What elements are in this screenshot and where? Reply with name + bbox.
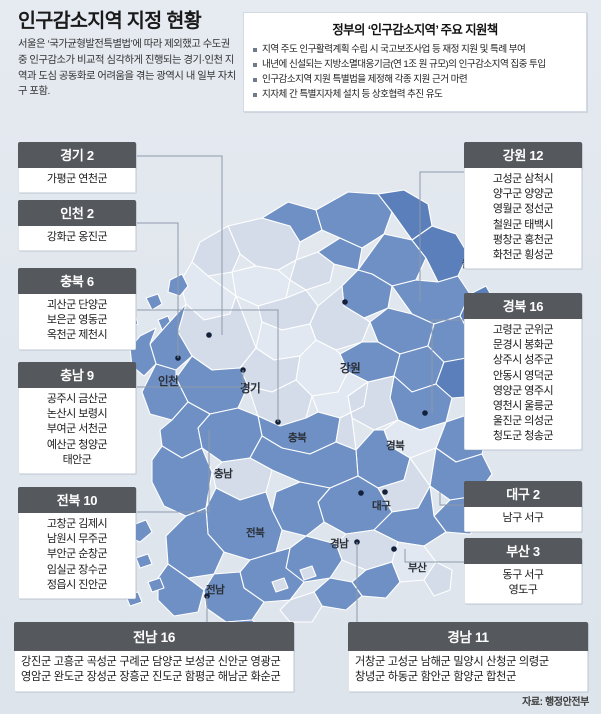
square-bullet-icon <box>253 63 257 68</box>
callout-row: 공주시 금산군 <box>46 393 108 405</box>
page-title: 인구감소지역 지정 현황 <box>18 10 202 32</box>
callout-title: 경기 2 <box>18 142 136 168</box>
callout-row: 임실군 장수군 <box>46 563 108 576</box>
policy-item-text: 인구감소지역 지원 특별법을 제정해 각종 지원 근거 마련 <box>262 74 468 86</box>
callout-jeonbuk[interactable]: 전북 10 고창군 김제시 남원시 무주군 부안군 순창군 임실군 장수군 정읍… <box>18 487 136 599</box>
callout-body: 공주시 금산군 논산시 보령시 부여군 서천군 예산군 청양군 태안군 <box>18 388 136 474</box>
callout-row: 양구군 양양군 <box>492 188 554 201</box>
callout-row: 영월군 정선군 <box>492 203 554 216</box>
policy-item-text: 지자체 간 특별지자체 설치 등 상호협력 추진 유도 <box>262 89 443 101</box>
map-label-gangwon: 강원 <box>340 363 361 375</box>
callout-body: 고성군 삼척시 양구군 양양군 영월군 정선군 철원군 태백시 평창군 홍천군 … <box>464 168 582 270</box>
callout-row: 부여군 서천군 <box>46 423 108 436</box>
callout-daegu[interactable]: 대구 2 남구 서구 <box>464 481 582 533</box>
callout-chungnam[interactable]: 충남 9 공주시 금산군 논산시 보령시 부여군 서천군 예산군 청양군 태안군 <box>18 362 136 474</box>
callout-title: 전남 16 <box>14 622 294 651</box>
policy-item-text: 내년에 신설되는 지방소멸대응기금(연 1조 원 규모)의 인구감소지역 집중 … <box>262 59 546 71</box>
callout-body: 동구 서구 영도구 <box>464 564 582 605</box>
map-label-gyeongbuk: 경북 <box>386 440 405 452</box>
policy-item: 인구감소지역 지원 특별법을 제정해 각종 지원 근거 마련 <box>253 73 577 87</box>
square-bullet-icon <box>253 78 257 83</box>
callout-row: 강화군 옹진군 <box>46 231 108 243</box>
callout-row: 논산시 보령시 <box>46 408 108 421</box>
callout-row: 고령군 군위군 <box>492 324 554 336</box>
callout-row: 예산군 청양군 <box>46 438 108 451</box>
callout-row: 청도군 청송군 <box>492 430 554 443</box>
callout-title: 대구 2 <box>464 481 582 507</box>
policy-box-title: 정부의 ‘인구감소지역’ 주요 지원책 <box>332 23 498 37</box>
callout-jeonnam[interactable]: 전남 16 강진군 고흥군 곡성군 구례군 담양군 보성군 신안군 영광군 영암… <box>14 622 294 692</box>
callout-row: 창녕군 하동군 함안군 함양군 합천군 <box>355 671 517 684</box>
title-block: 인구감소지역 지정 현황 서울은 ‘국가균형발전특별법’에 따라 제외했고 수도… <box>18 10 236 100</box>
map-label-jeonnam: 전남 <box>206 584 225 596</box>
callout-row: 태안군 <box>62 453 92 466</box>
callout-body: 고창군 김제시 남원시 무주군 부안군 순창군 임실군 장수군 정읍시 진안군 <box>18 513 136 599</box>
callout-body: 강진군 고흥군 곡성군 구례군 담양군 보성군 신안군 영광군 영암군 완도군 … <box>14 651 294 692</box>
callout-row: 정읍시 진안군 <box>46 578 108 591</box>
page-description: 서울은 ‘국가균형발전특별법’에 따라 제외했고 수도권 중 인구감소가 비교적… <box>18 39 236 98</box>
callout-body: 가평군 연천군 <box>18 168 136 194</box>
map-label-busan: 부산 <box>408 562 427 574</box>
callout-body: 강화군 옹진군 <box>18 226 136 252</box>
callout-body: 괴산군 단양군 보은군 영동군 옥천군 제천시 <box>18 294 136 350</box>
callout-incheon[interactable]: 인천 2 강화군 옹진군 <box>18 200 136 252</box>
policy-item-text: 지역 주도 인구활력계획 수립 시 국고보조사업 등 재정 지원 및 특례 부여 <box>262 44 526 55</box>
square-bullet-icon <box>253 48 257 52</box>
callout-gyeonggi[interactable]: 경기 2 가평군 연천군 <box>18 142 136 194</box>
callout-busan[interactable]: 부산 3 동구 서구 영도구 <box>464 538 582 605</box>
callout-body: 거창군 고성군 남해군 밀양시 산청군 의령군 창녕군 하동군 함안군 함양군 … <box>348 651 588 692</box>
map-label-daegu: 대구 <box>372 500 391 512</box>
callout-gyeongbuk[interactable]: 경북 16 고령군 군위군 문경시 봉화군 상주시 성주군 안동시 영덕군 영양… <box>464 293 582 451</box>
callout-row: 부안군 순창군 <box>46 548 108 561</box>
callout-title: 충북 6 <box>18 268 136 294</box>
callout-row: 상주시 성주군 <box>492 354 554 367</box>
callout-row: 괴산군 단양군 <box>46 299 108 311</box>
callout-row: 화천군 횡성군 <box>492 248 554 261</box>
callout-row: 영도구 <box>508 584 538 597</box>
callout-body: 남구 서구 <box>464 507 582 533</box>
callout-title: 경남 11 <box>348 622 588 651</box>
source-note: 자료: 행정안전부 <box>522 697 589 708</box>
callout-row: 안동시 영덕군 <box>492 369 554 382</box>
callout-row: 영양군 영주시 <box>492 384 554 397</box>
callout-row: 동구 서구 <box>502 569 544 581</box>
map-label-jeonbuk: 전북 <box>246 527 265 539</box>
callout-row: 남구 서구 <box>502 512 544 524</box>
callout-row: 문경시 봉화군 <box>492 339 554 352</box>
callout-row: 남원시 무주군 <box>46 533 108 546</box>
callout-title: 인천 2 <box>18 200 136 226</box>
map-label-chungbuk: 충북 <box>288 432 307 444</box>
callout-row: 보은군 영동군 <box>46 314 108 327</box>
callout-title: 충남 9 <box>18 362 136 388</box>
map-label-gyeonggi: 경기 <box>240 383 261 395</box>
callout-row: 울진군 의성군 <box>492 415 554 428</box>
map-label-chungnam: 충남 <box>214 468 233 480</box>
callout-gangwon[interactable]: 강원 12 고성군 삼척시 양구군 양양군 영월군 정선군 철원군 태백시 평창… <box>464 142 582 270</box>
callout-row: 옥천군 제천시 <box>46 329 108 342</box>
callout-chungbuk[interactable]: 충북 6 괴산군 단양군 보은군 영동군 옥천군 제천시 <box>18 268 136 350</box>
policy-box: 정부의 ‘인구감소지역’ 주요 지원책 지역 주도 인구활력계획 수립 시 국고… <box>243 12 587 113</box>
callout-title: 강원 12 <box>464 142 582 168</box>
callout-row: 영암군 완도군 장성군 장흥군 진도군 함평군 해남군 화순군 <box>21 671 281 684</box>
callout-row: 평창군 홍천군 <box>492 233 554 246</box>
policy-item: 내년에 신설되는 지방소멸대응기금(연 1조 원 규모)의 인구감소지역 집중 … <box>253 58 577 72</box>
callout-body: 고령군 군위군 문경시 봉화군 상주시 성주군 안동시 영덕군 영양군 영주시 … <box>464 319 582 451</box>
callout-row: 영천시 울릉군 <box>492 399 554 412</box>
callout-row: 거창군 고성군 남해군 밀양시 산청군 의령군 <box>355 656 549 668</box>
callout-gyeongnam[interactable]: 경남 11 거창군 고성군 남해군 밀양시 산청군 의령군 창녕군 하동군 함안… <box>348 622 588 692</box>
callout-row: 가평군 연천군 <box>46 173 108 185</box>
callout-title: 부산 3 <box>464 538 582 564</box>
callout-title: 경북 16 <box>464 293 582 319</box>
square-bullet-icon <box>253 93 257 98</box>
policy-item: 지자체 간 특별지자체 설치 등 상호협력 추진 유도 <box>253 88 577 102</box>
map-label-gyeongnam: 경남 <box>330 538 349 550</box>
map-label-incheon: 인천 <box>158 376 179 388</box>
callout-row: 강진군 고흥군 곡성군 구례군 담양군 보성군 신안군 영광군 <box>21 656 281 668</box>
callout-row: 고창군 김제시 <box>46 518 108 530</box>
callout-row: 철원군 태백시 <box>492 218 554 231</box>
policy-item: 지역 주도 인구활력계획 수립 시 국고보조사업 등 재정 지원 및 특례 부여 <box>253 43 577 57</box>
callout-row: 고성군 삼척시 <box>492 173 554 185</box>
callout-title: 전북 10 <box>18 487 136 513</box>
